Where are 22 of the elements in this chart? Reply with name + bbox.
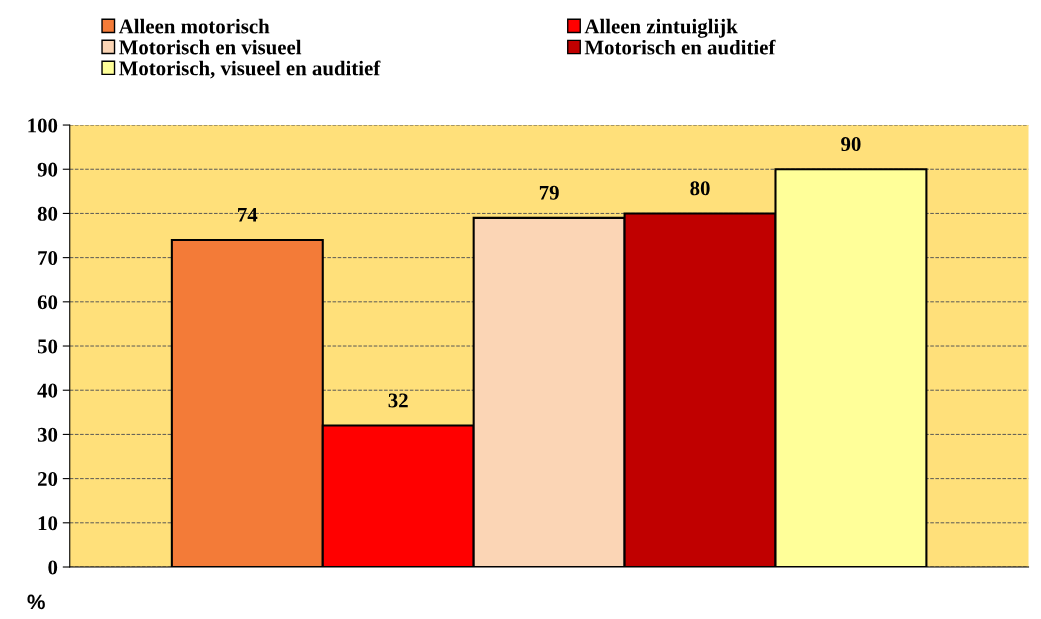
y-tick-label: 10 <box>38 516 58 531</box>
legend-label: Alleen motorisch <box>118 18 270 34</box>
data-label: 32 <box>388 393 408 408</box>
legend-label: Alleen zintuiglijk <box>584 18 738 38</box>
y-tick-label: 30 <box>37 427 58 442</box>
y-tick-label: 50 <box>37 339 58 354</box>
y-tick-label: 40 <box>37 383 58 398</box>
data-label: 90 <box>841 137 861 152</box>
legend-label: Motorisch en auditief <box>584 39 776 55</box>
y-axis-title: % <box>27 594 45 610</box>
y-tick-label: 70 <box>38 251 58 266</box>
y-tick-label: 90 <box>37 162 58 177</box>
legend-label: Motorisch, visueel en auditief <box>119 60 381 79</box>
y-tick-label: 0 <box>48 560 58 575</box>
y-tick-label: 60 <box>37 295 58 310</box>
data-label: 79 <box>539 185 559 200</box>
legend-label: Motorisch en visueel <box>119 39 302 55</box>
data-label: 74 <box>238 207 258 222</box>
y-tick-label: 80 <box>37 206 58 221</box>
y-tick-label: 100 <box>28 118 58 133</box>
data-label: 80 <box>690 181 710 196</box>
y-tick-label: 20 <box>37 471 58 487</box>
